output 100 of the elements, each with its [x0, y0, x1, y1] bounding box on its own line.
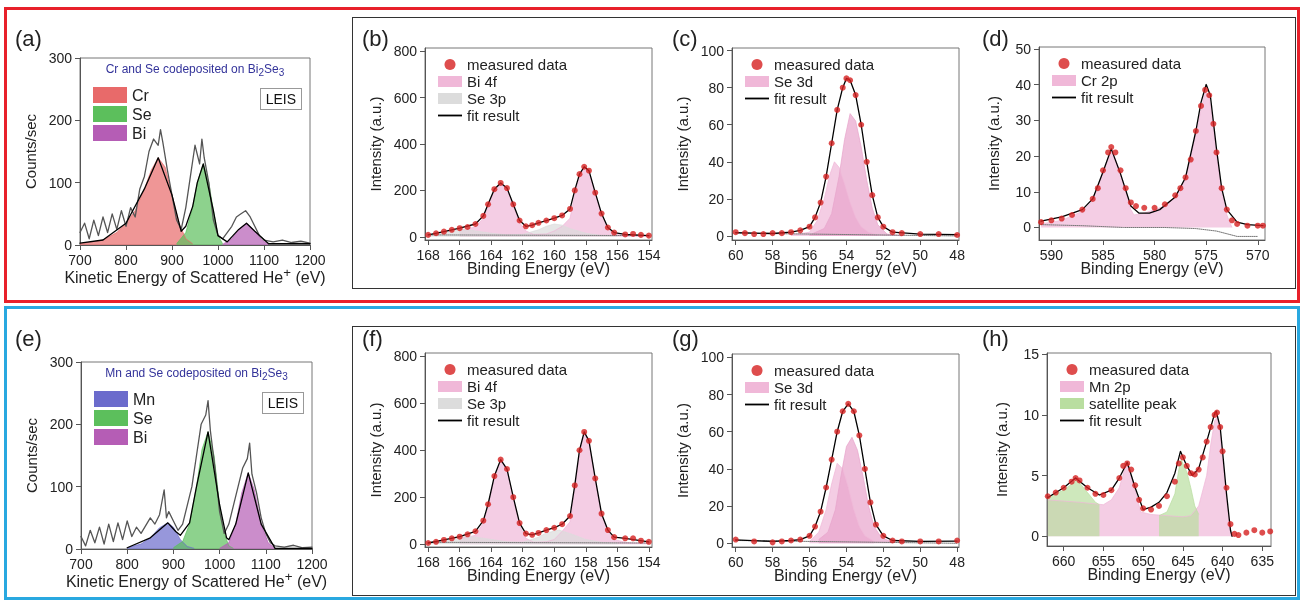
x-tick-label: 58 [764, 247, 781, 263]
y-axis-title: Intensity (a.u.) [366, 402, 384, 498]
x-tick-label: 1200 [296, 556, 328, 572]
x-tick-label: 54 [838, 554, 855, 570]
y-tick-label: 100 [700, 349, 725, 366]
x-axis-title: Binding Energy (eV) [773, 260, 918, 277]
x-tick-label: 800 [114, 252, 138, 268]
y-tick-label: 20 [708, 190, 725, 207]
x-tick-label: 52 [875, 247, 892, 263]
x-tick-label: 168 [416, 554, 441, 570]
x-tick-label: 160 [542, 247, 567, 263]
legend-label: Se 3d [774, 73, 814, 90]
y-tick-label: 10 [1023, 406, 1040, 423]
chart-title: (a) [15, 25, 42, 51]
y-axis-title: Counts/sec [21, 113, 39, 190]
legend-label: satellite peak [1089, 395, 1178, 412]
x-tick-label: 900 [160, 252, 184, 268]
legend-label: Bi 4f [467, 73, 498, 90]
legend-label: Se [133, 409, 153, 427]
y-tick-label: 50 [1015, 40, 1032, 57]
legend-label: Mn 2p [1089, 378, 1131, 395]
y-tick-label: 20 [1015, 148, 1032, 165]
y-tick-label: 0 [1023, 219, 1032, 236]
y-tick-label: 300 [49, 354, 74, 370]
x-tick-label: 60 [727, 247, 744, 263]
y-tick-label: 15 [1023, 346, 1040, 363]
x-tick-label: 1100 [250, 556, 282, 572]
y-tick-label: 0 [409, 228, 418, 245]
legend-label: fit result [774, 90, 828, 107]
y-tick-label: 800 [393, 43, 418, 60]
x-tick-label: 168 [416, 247, 441, 263]
chart-title: (f) [362, 325, 383, 351]
y-tick-label: 5 [1031, 467, 1040, 484]
chart-subtitle: Mn and Se codeposited on Bi$_{2}$Se$_{3}$ [104, 366, 289, 383]
x-tick-label: 1200 [294, 252, 326, 268]
y-tick-label: 80 [708, 386, 725, 403]
y-tick-label: 20 [708, 498, 725, 515]
x-axis-title: Binding Energy (eV) [773, 567, 918, 584]
x-tick-label: 154 [637, 554, 661, 570]
y-axis-title: Intensity (a.u.) [673, 402, 691, 499]
x-axis-title: Binding Energy (eV) [466, 260, 611, 277]
legend-label: Bi 4f [467, 378, 498, 395]
y-tick-label: 40 [708, 460, 725, 477]
legend-label: fit result [1081, 89, 1135, 106]
y-axis-title: Intensity (a.u.) [673, 96, 691, 192]
x-tick-label: 158 [574, 247, 598, 263]
y-tick-label: 0 [716, 535, 725, 552]
x-tick-label: 655 [1091, 553, 1116, 569]
legend-label: Se 3d [774, 379, 814, 396]
x-tick-label: 60 [727, 554, 744, 570]
y-tick-label: 200 [393, 489, 418, 506]
y-tick-label: 100 [700, 42, 725, 59]
x-tick-label: 570 [1246, 247, 1270, 263]
y-tick-label: 100 [48, 174, 73, 191]
x-tick-label: 1100 [248, 252, 280, 268]
legend-label: measured data [467, 361, 568, 378]
legend-label: Se [132, 105, 152, 123]
chart-title: (h) [982, 325, 1009, 351]
x-tick-label: 900 [161, 556, 186, 572]
x-tick-label: 585 [1091, 247, 1115, 263]
y-tick-label: 80 [708, 79, 725, 96]
x-tick-label: 160 [542, 554, 567, 570]
x-tick-label: 158 [574, 554, 598, 570]
y-axis-title: Counts/sec [22, 417, 40, 494]
x-tick-label: 48 [949, 247, 966, 263]
y-tick-label: 100 [49, 478, 74, 495]
legend-label: measured data [774, 56, 875, 73]
y-axis-title: Intensity (a.u.) [993, 401, 1010, 498]
y-tick-label: 0 [64, 237, 73, 253]
y-tick-label: 40 [1015, 76, 1032, 93]
y-tick-label: 400 [393, 442, 418, 459]
x-tick-label: 58 [764, 554, 781, 570]
y-tick-label: 40 [708, 153, 725, 170]
y-tick-label: 400 [393, 136, 418, 152]
x-tick-label: 54 [838, 247, 855, 263]
legend-label: fit result [1089, 412, 1143, 429]
y-tick-label: 0 [65, 541, 74, 557]
x-tick-label: 48 [949, 554, 966, 570]
x-tick-label: 162 [511, 554, 535, 570]
y-axis-title: Intensity (a.u.) [366, 96, 384, 192]
legend-label: Mn [133, 390, 156, 408]
chart-title: (e) [15, 325, 42, 351]
x-tick-label: 635 [1250, 553, 1275, 569]
legend-label: measured data [774, 362, 875, 379]
legend-label: fit result [467, 412, 521, 429]
legend-label: measured data [1081, 55, 1182, 72]
x-tick-label: 50 [912, 247, 929, 263]
legend-label: Se 3p [467, 395, 507, 412]
legend-label: measured data [1089, 361, 1190, 378]
x-axis-title: Binding Energy (eV) [1080, 260, 1224, 277]
x-tick-label: 700 [68, 252, 92, 268]
legend-label: Se 3p [467, 90, 507, 107]
legend-label: Bi [132, 124, 147, 142]
x-tick-label: 650 [1131, 553, 1156, 569]
x-tick-label: 56 [801, 554, 818, 570]
x-tick-label: 156 [605, 554, 630, 570]
x-tick-label: 154 [637, 247, 661, 263]
y-tick-label: 60 [708, 116, 725, 133]
x-tick-label: 56 [801, 247, 818, 263]
x-tick-label: 645 [1171, 553, 1195, 569]
